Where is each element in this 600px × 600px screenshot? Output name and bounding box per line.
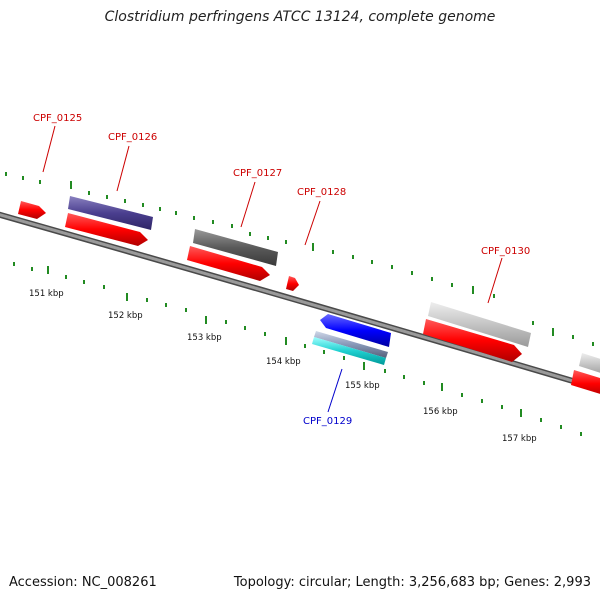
accession-text: Accession: NC_008261: [9, 575, 157, 590]
gene-label-cpf-0130[interactable]: CPF_0130: [481, 246, 530, 257]
scale-label-157: 157 kbp: [502, 434, 537, 444]
scale-label-152: 152 kbp: [108, 311, 143, 321]
gene-cpf-0129-feature-b[interactable]: [312, 337, 386, 365]
genome-backbone: [0, 211, 600, 393]
cds-track: [18, 201, 600, 397]
gene-cpf-0126-cds[interactable]: [65, 213, 148, 246]
inner-tick-ring: [13, 262, 582, 436]
gene-cpf-0125-cds[interactable]: [18, 201, 46, 219]
gene-cpf-0128-cds[interactable]: [286, 276, 299, 291]
gene-cpf-0129-feature-a[interactable]: [314, 331, 388, 358]
gene-label-cpf-0129[interactable]: CPF_0129: [303, 416, 352, 427]
gene-edge-cds[interactable]: [571, 370, 600, 397]
gene-cpf-0130-feature[interactable]: [428, 302, 531, 347]
gene-callouts: [42, 125, 503, 413]
gene-cpf-0130-cds[interactable]: [423, 319, 522, 362]
gene-labels: CPF_0125 CPF_0126 CPF_0127 CPF_0128 CPF_…: [33, 113, 530, 427]
gene-label-cpf-0125[interactable]: CPF_0125: [33, 113, 82, 124]
scale-label-155: 155 kbp: [345, 381, 380, 391]
scale-label-156: 156 kbp: [423, 407, 458, 417]
map-title: Clostridium perfringens ATCC 13124, comp…: [104, 9, 496, 25]
scale-labels: 151 kbp 152 kbp 153 kbp 154 kbp 155 kbp …: [29, 289, 537, 444]
gene-edge-feature[interactable]: [579, 353, 600, 376]
scale-label-153: 153 kbp: [187, 333, 222, 343]
scale-label-151: 151 kbp: [29, 289, 64, 299]
gene-cpf-0126-feature[interactable]: [68, 196, 153, 230]
gene-cpf-0127-feature[interactable]: [193, 229, 278, 266]
gene-cpf-0127-cds[interactable]: [187, 246, 270, 281]
gene-label-cpf-0127[interactable]: CPF_0127: [233, 168, 282, 179]
topology-text: Topology: circular; Length: 3,256,683 bp…: [233, 575, 591, 590]
gene-label-cpf-0126[interactable]: CPF_0126: [108, 132, 157, 143]
gene-cpf-0129-cds[interactable]: [320, 314, 391, 347]
gene-label-cpf-0128[interactable]: CPF_0128: [297, 187, 346, 198]
feature-track: [68, 196, 600, 376]
outer-tick-ring: [5, 172, 594, 346]
scale-label-154: 154 kbp: [266, 357, 301, 367]
